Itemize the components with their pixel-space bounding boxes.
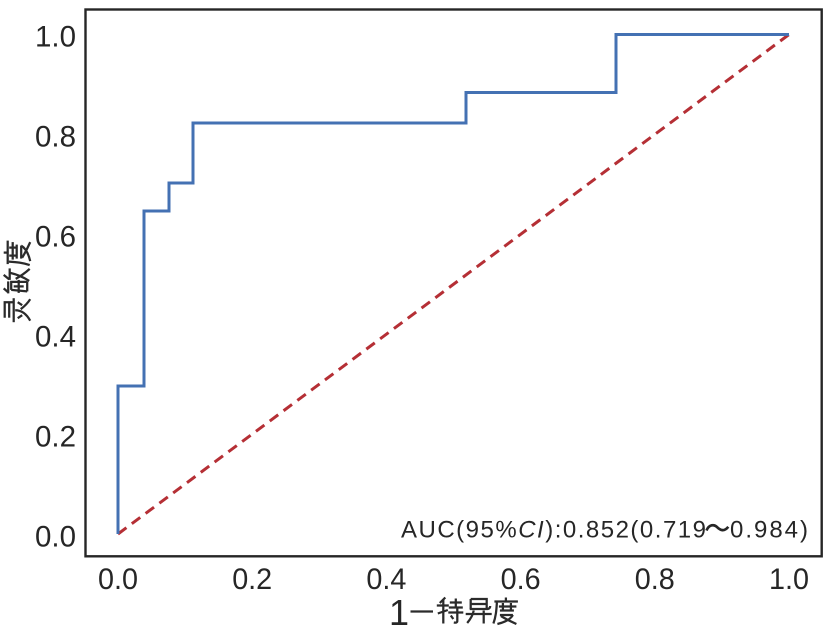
- svg-text:0.2: 0.2: [35, 421, 76, 454]
- svg-text:0.0: 0.0: [35, 521, 76, 554]
- svg-text:0.4: 0.4: [366, 563, 406, 596]
- svg-text:1: 1: [389, 592, 409, 631]
- svg-text:0.0: 0.0: [98, 563, 138, 596]
- svg-text:0.4: 0.4: [35, 321, 76, 354]
- svg-text:0.8: 0.8: [35, 121, 76, 154]
- svg-text:1.0: 1.0: [35, 21, 76, 54]
- svg-text:0.6: 0.6: [35, 221, 76, 254]
- svg-text:0.6: 0.6: [501, 563, 541, 596]
- svg-text:0.984): 0.984): [730, 517, 808, 544]
- svg-text:1.0: 1.0: [769, 563, 809, 596]
- svg-text:0.8: 0.8: [635, 563, 675, 596]
- svg-text:0.2: 0.2: [232, 563, 272, 596]
